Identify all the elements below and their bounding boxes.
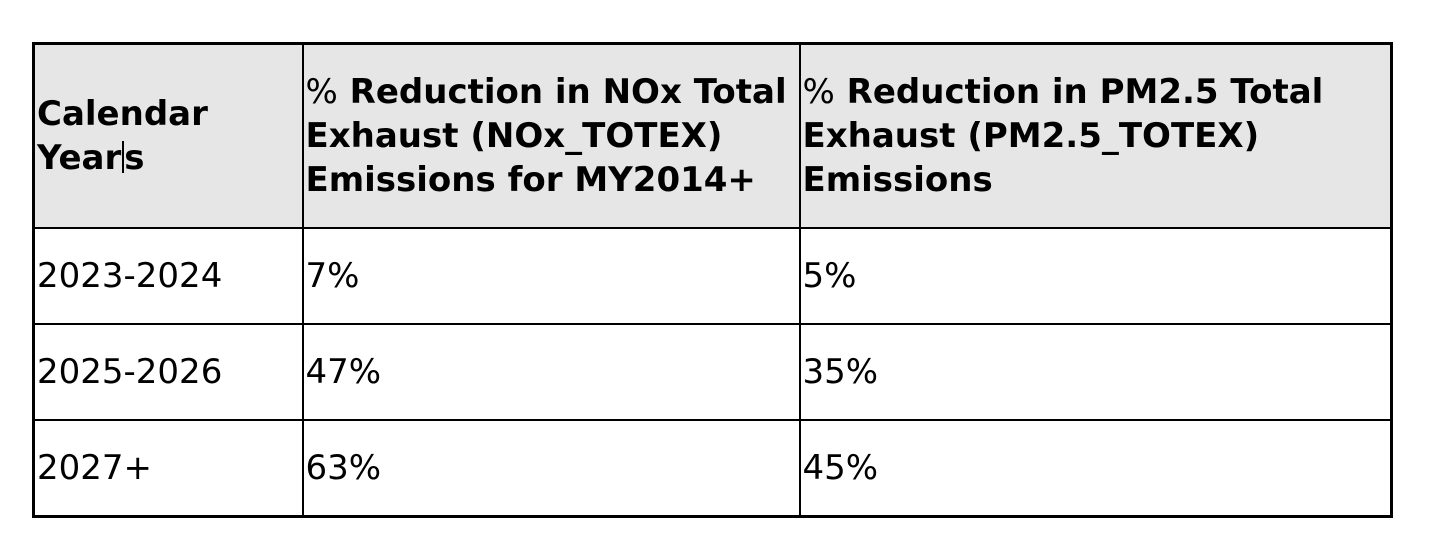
cell-nox-reduction[interactable]: 7% bbox=[301, 227, 801, 325]
table-row: 2023-2024 7% 5% bbox=[32, 227, 1393, 325]
cell-nox-reduction[interactable]: 47% bbox=[301, 323, 801, 421]
header-nox-percent-sign: % bbox=[305, 72, 338, 112]
header-calendar-years-line2b: s bbox=[124, 138, 145, 178]
header-pm25-reduction[interactable]: % Reduction in PM2.5 Total Exhaust (PM2.… bbox=[798, 42, 1393, 229]
emissions-reduction-table: Calendar Years % Reduction in NOx Total … bbox=[32, 42, 1393, 518]
header-pm25-text: Reduction in PM2.5 Total Exhaust (PM2.5_… bbox=[802, 72, 1324, 200]
table-header-row: Calendar Years % Reduction in NOx Total … bbox=[32, 42, 1393, 229]
table-row: 2027+ 63% 45% bbox=[32, 419, 1393, 518]
header-nox-text: Reduction in NOx Total Exhaust (NOx_TOTE… bbox=[305, 72, 787, 200]
table-row: 2025-2026 47% 35% bbox=[32, 323, 1393, 421]
cell-years[interactable]: 2027+ bbox=[32, 419, 304, 518]
cell-pm25-reduction[interactable]: 5% bbox=[798, 227, 1393, 325]
header-calendar-years-line1: Calendar bbox=[37, 94, 208, 134]
cell-pm25-reduction[interactable]: 35% bbox=[798, 323, 1393, 421]
header-calendar-years[interactable]: Calendar Years bbox=[32, 42, 304, 229]
cell-years[interactable]: 2025-2026 bbox=[32, 323, 304, 421]
header-nox-reduction[interactable]: % Reduction in NOx Total Exhaust (NOx_TO… bbox=[301, 42, 801, 229]
header-calendar-years-line2a: Year bbox=[37, 138, 122, 178]
cell-nox-reduction[interactable]: 63% bbox=[301, 419, 801, 518]
cell-years[interactable]: 2023-2024 bbox=[32, 227, 304, 325]
cell-pm25-reduction[interactable]: 45% bbox=[798, 419, 1393, 518]
text-cursor bbox=[122, 141, 125, 173]
header-pm25-percent-sign: % bbox=[802, 72, 835, 112]
